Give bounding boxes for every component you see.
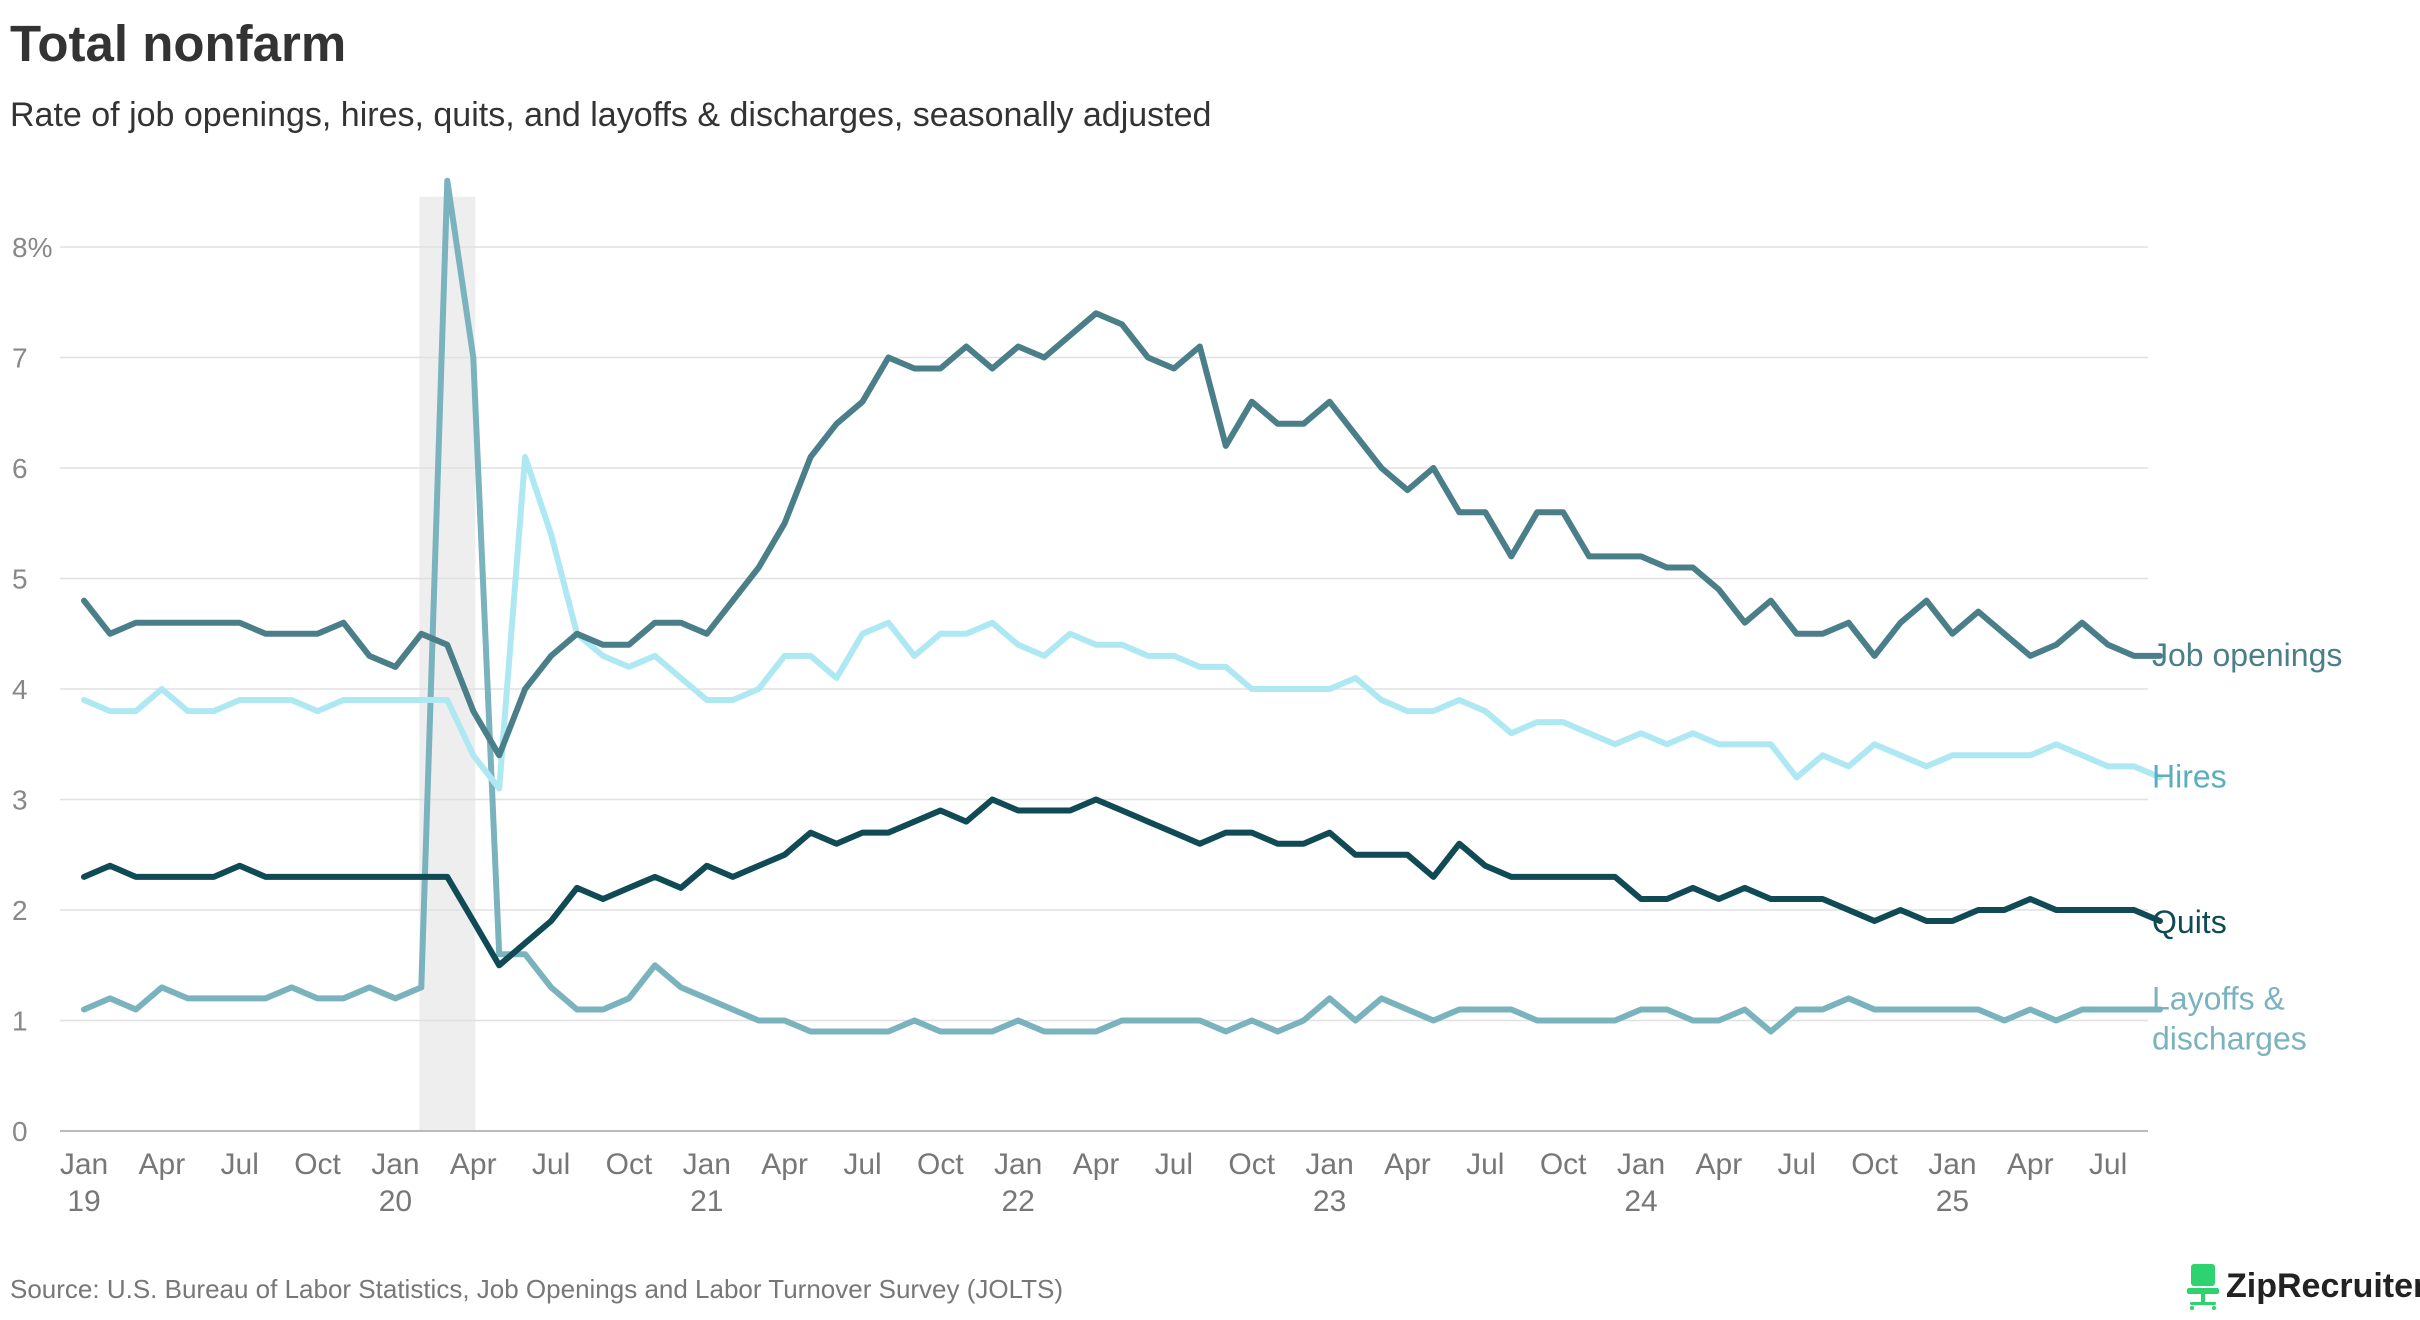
x-tick-label: Oct [1228,1148,1275,1181]
x-tick-label: Jan [994,1148,1042,1181]
legend-label-hires: Hires [2152,758,2227,794]
x-tick-label: Apr [139,1148,186,1181]
y-tick-label: 0 [12,1116,28,1147]
x-tick-label: Apr [2007,1148,2054,1181]
y-tick-label: 1 [12,1006,28,1037]
x-tick-label: Jan [371,1148,419,1181]
x-tick-year-label: 24 [1624,1185,1657,1218]
y-tick-label: 6 [12,453,28,484]
x-tick-label: Jul [532,1148,570,1181]
chair-icon [2187,1264,2219,1310]
x-tick-year-label: 23 [1313,1185,1346,1218]
x-tick-label: Oct [606,1148,653,1181]
x-tick-label: Apr [761,1148,808,1181]
y-tick-label: 3 [12,785,28,816]
legend-label-line: discharges [2152,1020,2307,1056]
y-tick-label: 4 [12,674,28,705]
y-tick-label: 7 [12,343,28,374]
y-tick-label: 2 [12,895,28,926]
x-tick-year-label: 21 [690,1185,723,1218]
x-tick-label: Jul [1778,1148,1816,1181]
x-tick-label: Apr [1384,1148,1431,1181]
x-tick-label: Oct [917,1148,964,1181]
legend-label-quits: Quits [2152,904,2227,940]
x-tick-label: Oct [1851,1148,1898,1181]
recession-shading [419,196,476,1131]
x-tick-label: Jul [1155,1148,1193,1181]
x-tick-label: Apr [1696,1148,1743,1181]
legend-label-line: Hires [2152,758,2227,794]
x-tick-year-label: 25 [1936,1185,1969,1218]
x-tick-label: Oct [294,1148,341,1181]
legend-label-line: Layoffs & [2152,980,2285,1016]
chart-subtitle: Rate of job openings, hires, quits, and … [10,96,1212,134]
x-tick-label: Apr [450,1148,497,1181]
legend-label-job-openings: Job openings [2152,637,2342,673]
x-tick-label: Apr [1073,1148,1120,1181]
x-tick-year-label: 20 [379,1185,412,1218]
series-line-job-openings [81,310,2163,759]
source-note: Source: U.S. Bureau of Labor Statistics,… [10,1274,1064,1304]
x-tick-year-label: 19 [67,1185,100,1218]
series-line-hires [81,454,2163,792]
series-line-layoffs [81,177,2163,1035]
x-tick-label: Jan [60,1148,108,1181]
x-tick-label: Jan [683,1148,731,1181]
x-tick-label: Jan [1305,1148,1353,1181]
x-tick-label: Jul [2089,1148,2127,1181]
y-tick-label: 5 [12,564,28,595]
legend-label-layoffs: Layoffs & discharges [2152,980,2307,1056]
x-tick-label: Jul [1466,1148,1504,1181]
x-tick-label: Jul [221,1148,259,1181]
legend-label-line: Quits [2152,904,2227,940]
ziprecruiter-logo: ZipRecruiter [2186,1262,2420,1310]
logo-text: ZipRecruiter [2226,1266,2420,1305]
x-tick-label: Jan [1928,1148,1976,1181]
x-tick-label: Jul [843,1148,881,1181]
series-line-quits [81,796,2163,969]
x-tick-year-label: 22 [1002,1185,1035,1218]
x-tick-label: Oct [1540,1148,1587,1181]
chart-title: Total nonfarm [10,15,347,72]
y-tick-label: 8% [12,232,52,263]
legend-label-line: Job openings [2152,637,2342,673]
x-tick-label: Jan [1617,1148,1665,1181]
